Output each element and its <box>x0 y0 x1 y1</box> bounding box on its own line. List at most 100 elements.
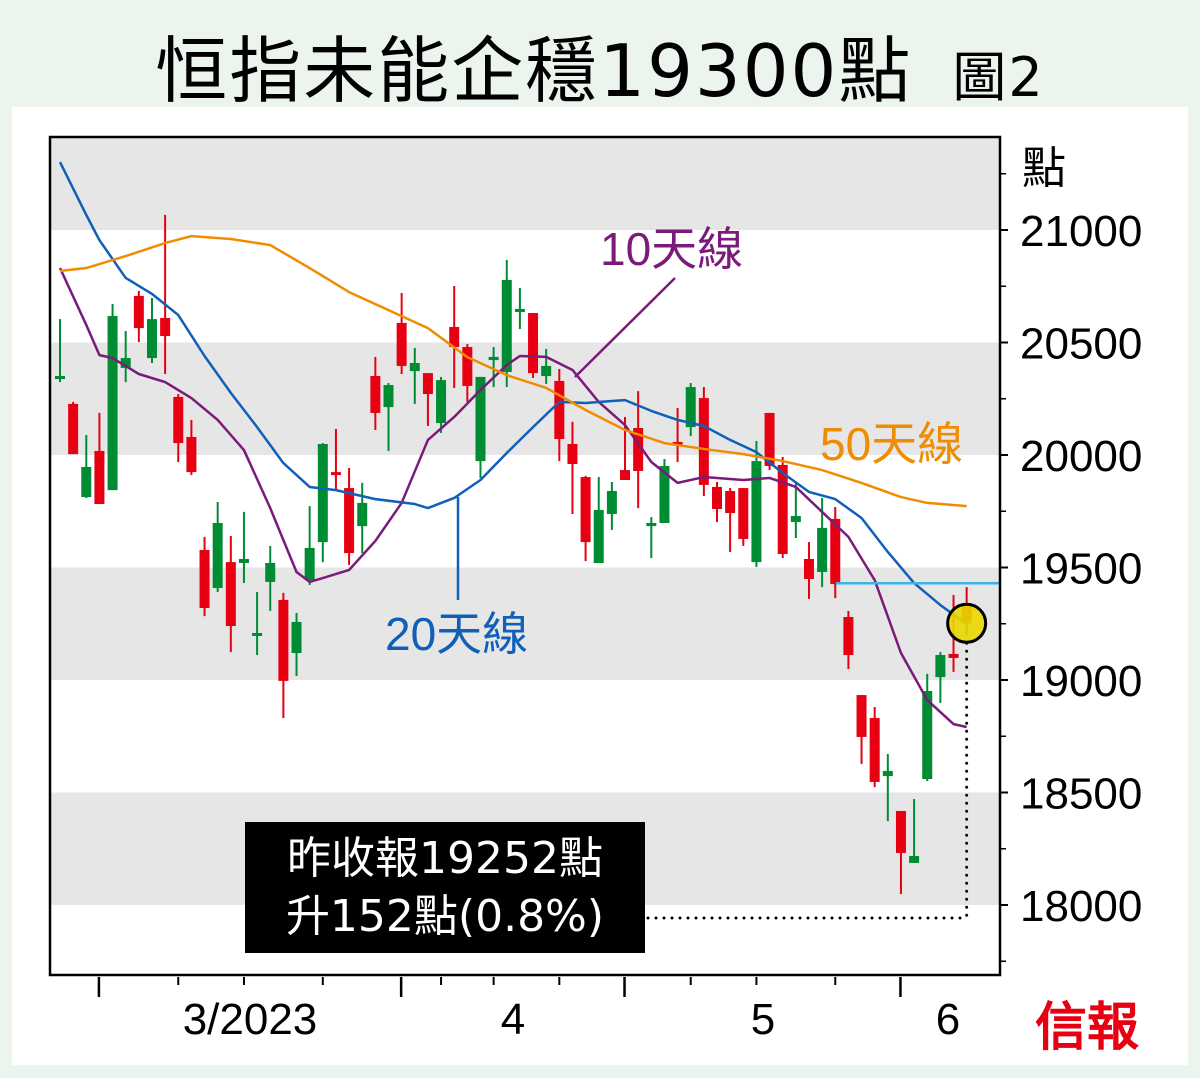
hkej-logo: 信報 <box>1035 997 1140 1058</box>
y-tick-label: 20500 <box>1020 320 1142 369</box>
candle-body <box>291 621 302 654</box>
candle-body <box>659 466 670 523</box>
candle-body <box>935 655 946 678</box>
x-axis <box>97 977 902 997</box>
candle-body <box>422 373 433 395</box>
candle-body <box>567 443 578 465</box>
candle-body <box>357 502 368 527</box>
candle-body <box>764 412 775 467</box>
x-label-may: 5 <box>751 995 775 1044</box>
candle-body <box>882 770 893 777</box>
candle-body <box>895 810 906 854</box>
candle-body <box>817 527 828 573</box>
candle-body <box>68 403 79 455</box>
candle-body <box>738 488 749 539</box>
candle-body <box>252 632 263 636</box>
label-pointers <box>456 277 676 600</box>
y-tick-label: 19000 <box>1020 657 1142 706</box>
candle-body <box>620 470 631 480</box>
candle-body <box>698 398 709 485</box>
candle-body <box>55 376 65 380</box>
candle-body <box>606 491 617 514</box>
candle-body <box>909 855 920 863</box>
y-tick-label: 20000 <box>1020 432 1142 481</box>
annotations <box>646 582 1000 920</box>
ma50-label: 50天線 <box>820 418 963 470</box>
candle-body <box>409 362 420 372</box>
ma20-line <box>58 161 968 625</box>
candle-body <box>186 437 197 473</box>
candle-body <box>475 376 486 462</box>
y-axis: 21000 20500 20000 19500 19000 18500 18000 <box>1000 172 1142 963</box>
y-tick-label: 18000 <box>1020 882 1142 931</box>
figure-number: 圖2 <box>952 46 1045 109</box>
title-main: 恒指未能企穩19300點 <box>155 29 913 113</box>
close-summary-box: 昨收報19252點 升152點(0.8%) <box>245 822 645 953</box>
candle-body <box>383 385 394 408</box>
highlight-circle <box>946 602 988 644</box>
candle-body <box>396 322 407 366</box>
candle-body <box>81 466 92 498</box>
x-label-june: 6 <box>936 995 960 1044</box>
candle-body <box>265 563 276 582</box>
candle-body <box>712 486 722 510</box>
candle-body <box>212 522 223 588</box>
candle-body <box>462 347 473 386</box>
chart-title: 恒指未能企穩19300點 圖2 <box>0 12 1200 117</box>
close-summary-line2: 升152點(0.8%) <box>285 891 605 942</box>
candle-body <box>790 515 801 523</box>
candle-body <box>344 488 355 554</box>
y-tick-label: 21000 <box>1020 207 1142 256</box>
candle-body <box>633 428 644 471</box>
plot-frame <box>48 135 1002 977</box>
candle-body <box>685 387 696 428</box>
candle-body <box>133 295 144 329</box>
ma10-label: 10天線 <box>600 223 743 275</box>
candle-body <box>803 558 814 579</box>
candle-body <box>554 380 565 440</box>
shaded-band <box>51 137 999 230</box>
candle-body <box>948 653 959 658</box>
candle-body <box>225 562 236 627</box>
candle-body <box>646 522 657 527</box>
candle-body <box>777 464 788 555</box>
ma10-pointer <box>574 277 676 378</box>
candle-body <box>922 691 933 780</box>
candles <box>55 214 972 894</box>
candle-body <box>199 549 210 609</box>
candle-body <box>317 443 328 543</box>
candle-body <box>541 365 552 377</box>
candle-body <box>120 358 131 368</box>
candle-body <box>160 317 171 336</box>
ma50-line <box>59 234 967 508</box>
close-summary-line1: 昨收報19252點 <box>287 833 603 884</box>
candle-body <box>580 477 591 543</box>
y-tick-label: 19500 <box>1020 545 1142 594</box>
candle-body <box>449 326 460 348</box>
candle-body <box>751 461 762 563</box>
candle-body <box>436 380 447 424</box>
candle-body <box>593 509 604 564</box>
y-unit-label: 點 <box>1022 144 1066 193</box>
x-label-march: 3/2023 <box>183 995 318 1044</box>
candle-body <box>725 491 736 514</box>
x-label-april: 4 <box>501 995 525 1044</box>
candle-body <box>672 441 683 446</box>
candle-body <box>238 558 249 564</box>
candle-body <box>869 718 880 782</box>
ma20-label: 20天線 <box>385 608 528 660</box>
candle-body <box>146 319 157 359</box>
candle-body <box>830 518 841 584</box>
candle-body <box>370 376 381 413</box>
y-tick-label: 18500 <box>1020 770 1142 819</box>
candle-body <box>843 617 854 656</box>
candle-body <box>488 356 499 361</box>
candle-body <box>514 308 525 312</box>
candle-body <box>94 450 105 505</box>
candle-body <box>528 313 539 374</box>
candle-body <box>501 279 512 372</box>
ma10-line <box>58 267 967 729</box>
candle-body <box>107 315 118 491</box>
candle-body <box>278 599 289 681</box>
candle-body <box>856 695 867 737</box>
